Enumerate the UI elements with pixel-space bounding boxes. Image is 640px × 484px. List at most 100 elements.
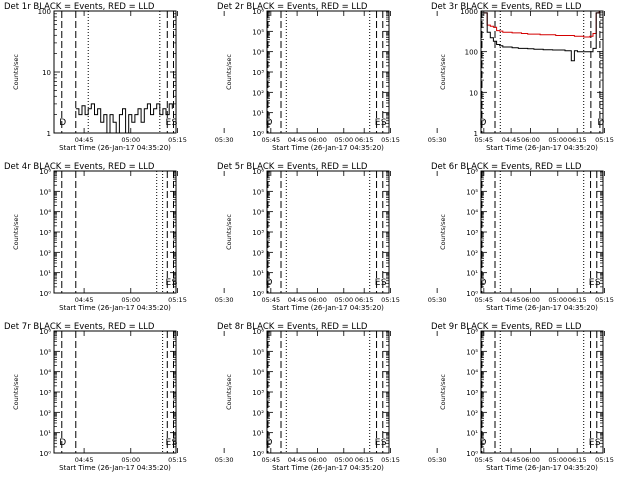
y-tick-label: 1000: [460, 8, 478, 16]
y-tick-label: 10⁴: [252, 369, 264, 377]
y-tick-label: 10³: [252, 69, 264, 77]
lld-series-line: [484, 11, 600, 38]
y-tick-label: 1: [474, 130, 478, 138]
time-marker-label: D: [59, 438, 66, 448]
x-axis-label: Start Time (26-Jan-17 04:35:20): [59, 464, 171, 472]
x-tick-label: 05:15: [168, 456, 187, 464]
y-tick-label: 10²: [466, 409, 478, 417]
y-tick-label: 10⁶: [252, 168, 264, 176]
time-marker-label: E: [165, 278, 171, 288]
y-tick-label: 10⁶: [39, 168, 51, 176]
x-tick-label: 05:15: [595, 456, 614, 464]
x-tick-label: 06:15: [355, 456, 374, 464]
x-tick-label: 06:15: [568, 296, 587, 304]
y-tick-label: 10⁰: [466, 450, 478, 458]
x-tick-label: 06:15: [568, 456, 587, 464]
detector-panel-3: Det 3r BLACK = Events, RED = LLD Counts/s…: [431, 2, 614, 152]
y-axis-label: Counts/sec: [225, 54, 233, 90]
y-tick-label: 10⁰: [39, 450, 51, 458]
y-tick-label: 10⁰: [252, 450, 264, 458]
time-marker-label: E: [375, 118, 381, 128]
x-axis-label: Start Time (26-Jan-17 04:35:20): [272, 304, 384, 312]
y-axis-label: Counts/sec: [12, 214, 20, 250]
y-axis-label: Counts/sec: [12, 54, 20, 90]
plot-frame: [480, 330, 604, 454]
y-tick-label: 10⁴: [252, 49, 264, 57]
x-tick-label: 05:15: [595, 136, 614, 144]
y-tick-label: 10⁵: [39, 188, 51, 196]
x-tick-label: 04:45: [502, 296, 521, 304]
y-tick-label: 10⁶: [252, 8, 264, 16]
time-marker-label: S: [381, 438, 387, 448]
plot-frame: [53, 170, 177, 294]
x-tick-label: 04:45: [502, 136, 521, 144]
detector-panel-8: Det 8r BLACK = Events, RED = LLD Counts/s…: [217, 322, 587, 472]
x-axis-label: Start Time (26-Jan-17 04:35:20): [272, 464, 384, 472]
x-tick-label: 05:00: [121, 296, 140, 304]
x-axis-label: Start Time (26-Jan-17 04:35:20): [59, 144, 171, 152]
x-axis-label: Start Time (26-Jan-17 04:35:20): [59, 304, 171, 312]
time-marker-label: S: [381, 278, 387, 288]
y-tick-label: 10⁶: [39, 328, 51, 336]
y-tick-label: 10¹: [252, 270, 264, 278]
x-tick-label: 06:00: [308, 456, 327, 464]
x-tick-label: 05:45: [261, 136, 280, 144]
y-tick-label: 10⁰: [39, 290, 51, 298]
y-tick-label: 10⁶: [466, 328, 478, 336]
x-tick-label: 06:00: [521, 296, 540, 304]
time-marker-label: S: [172, 118, 178, 128]
time-marker-label: D: [265, 278, 272, 288]
y-tick-label: 10⁰: [466, 290, 478, 298]
x-tick-label: 05:30: [428, 456, 447, 464]
y-tick-label: 10¹: [252, 110, 264, 118]
y-tick-label: 10⁴: [39, 209, 51, 217]
y-tick-label: 10⁵: [466, 188, 478, 196]
y-tick-label: 10⁵: [252, 28, 264, 36]
y-tick-label: 10¹: [39, 270, 51, 278]
y-tick-label: 10³: [466, 229, 478, 237]
x-tick-label: 05:30: [428, 136, 447, 144]
y-axis-label: Counts/sec: [12, 374, 20, 410]
detector-panel-2: Det 2r BLACK = Events, RED = LLD Counts/s…: [217, 2, 587, 152]
panel-title: Det 8r BLACK = Events, RED = LLD: [217, 322, 368, 332]
x-tick-label: 05:00: [548, 296, 567, 304]
time-marker-label: D: [479, 278, 486, 288]
time-marker-label: E: [375, 278, 381, 288]
x-tick-label: 05:15: [381, 296, 400, 304]
x-tick-label: 05:45: [474, 456, 493, 464]
x-tick-label: 04:45: [288, 296, 307, 304]
x-tick-label: 06:00: [521, 136, 540, 144]
y-tick-label: 10¹: [39, 430, 51, 438]
x-tick-label: 05:15: [595, 296, 614, 304]
x-tick-label: 05:00: [334, 296, 353, 304]
panel-title: Det 7r BLACK = Events, RED = LLD: [4, 322, 155, 332]
y-tick-label: 10⁵: [39, 348, 51, 356]
x-tick-label: 05:00: [121, 136, 140, 144]
x-tick-label: 04:45: [75, 296, 94, 304]
y-tick-label: 10: [469, 89, 478, 97]
plot-frame: [53, 10, 177, 134]
detector-panel-7: Det 7r BLACK = Events, RED = LLD Counts/s…: [4, 322, 374, 472]
detector-panel-4: Det 4r BLACK = Events, RED = LLD Counts/s…: [4, 162, 374, 312]
y-tick-label: 10³: [252, 229, 264, 237]
plot-frame: [480, 10, 604, 134]
y-tick-label: 100: [38, 8, 51, 16]
y-tick-label: 10⁴: [466, 209, 478, 217]
y-tick-label: 10⁶: [252, 328, 264, 336]
x-tick-label: 06:15: [355, 136, 374, 144]
y-tick-label: 100: [465, 49, 478, 57]
x-tick-label: 05:30: [215, 296, 234, 304]
x-tick-label: 06:00: [308, 136, 327, 144]
plot-frame: [266, 170, 390, 294]
panel-title: Det 6r BLACK = Events, RED = LLD: [431, 162, 582, 172]
x-tick-label: 05:00: [334, 456, 353, 464]
y-tick-label: 10²: [252, 89, 264, 97]
x-tick-label: 04:45: [75, 456, 94, 464]
y-axis-label: Counts/sec: [225, 374, 233, 410]
time-marker-label: E: [165, 438, 171, 448]
time-marker-label: S: [595, 438, 601, 448]
x-tick-label: 05:30: [215, 456, 234, 464]
time-marker-label: S: [381, 118, 387, 128]
y-tick-label: 10⁴: [466, 369, 478, 377]
